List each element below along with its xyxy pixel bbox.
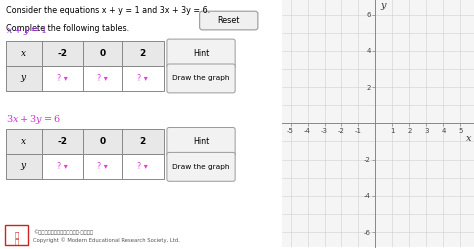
Text: ©現代教育研究社股份有限公司·版權所有: ©現代教育研究社股份有限公司·版權所有 (33, 229, 93, 235)
Text: 現
代: 現 代 (14, 231, 19, 245)
Text: $3x + 3y = 6$: $3x + 3y = 6$ (6, 113, 60, 126)
FancyBboxPatch shape (200, 11, 258, 30)
Bar (83, 129, 122, 154)
Text: ? ▾: ? ▾ (57, 74, 68, 83)
Text: $x$: $x$ (465, 133, 472, 143)
Bar (6, 154, 42, 179)
Text: -2: -2 (57, 137, 67, 146)
Text: Hint: Hint (193, 49, 209, 58)
Text: $y$: $y$ (380, 1, 388, 12)
Text: ? ▾: ? ▾ (57, 162, 68, 171)
Bar (83, 66, 122, 91)
Text: ? ▾: ? ▾ (137, 74, 148, 83)
Text: $x$: $x$ (20, 137, 27, 146)
Bar (83, 41, 122, 66)
Text: 2: 2 (140, 137, 146, 146)
Bar (6, 66, 42, 91)
Text: -2: -2 (57, 49, 67, 58)
Text: Draw the graph: Draw the graph (172, 75, 230, 81)
Bar (42, 66, 83, 91)
Text: Reset: Reset (218, 16, 240, 25)
Bar (42, 41, 83, 66)
Bar (6, 41, 42, 66)
Bar (83, 154, 122, 179)
Text: $y$: $y$ (20, 161, 27, 172)
Bar (42, 154, 83, 179)
FancyBboxPatch shape (167, 127, 235, 156)
Bar (6, 129, 42, 154)
Text: ? ▾: ? ▾ (97, 74, 108, 83)
Text: 0: 0 (100, 49, 106, 58)
Bar (122, 66, 164, 91)
Text: $x$: $x$ (20, 49, 27, 58)
Bar (122, 129, 164, 154)
Bar (122, 41, 164, 66)
Text: Copyright © Modern Educational Research Society, Ltd.: Copyright © Modern Educational Research … (33, 237, 180, 243)
FancyBboxPatch shape (167, 64, 235, 93)
Text: Complete the following tables.: Complete the following tables. (6, 24, 128, 33)
Text: ? ▾: ? ▾ (137, 162, 148, 171)
Text: Consider the equations x + y = 1 and 3x + 3y = 6.: Consider the equations x + y = 1 and 3x … (6, 6, 210, 15)
FancyBboxPatch shape (5, 225, 28, 245)
Text: $x + y = 1$: $x + y = 1$ (6, 24, 47, 37)
Text: 2: 2 (140, 49, 146, 58)
Text: Hint: Hint (193, 137, 209, 146)
Text: $y$: $y$ (20, 73, 27, 84)
Text: 0: 0 (100, 137, 106, 146)
Text: ? ▾: ? ▾ (97, 162, 108, 171)
Text: Draw the graph: Draw the graph (172, 164, 230, 170)
Bar (42, 129, 83, 154)
FancyBboxPatch shape (167, 39, 235, 68)
Bar (122, 154, 164, 179)
FancyBboxPatch shape (167, 152, 235, 181)
